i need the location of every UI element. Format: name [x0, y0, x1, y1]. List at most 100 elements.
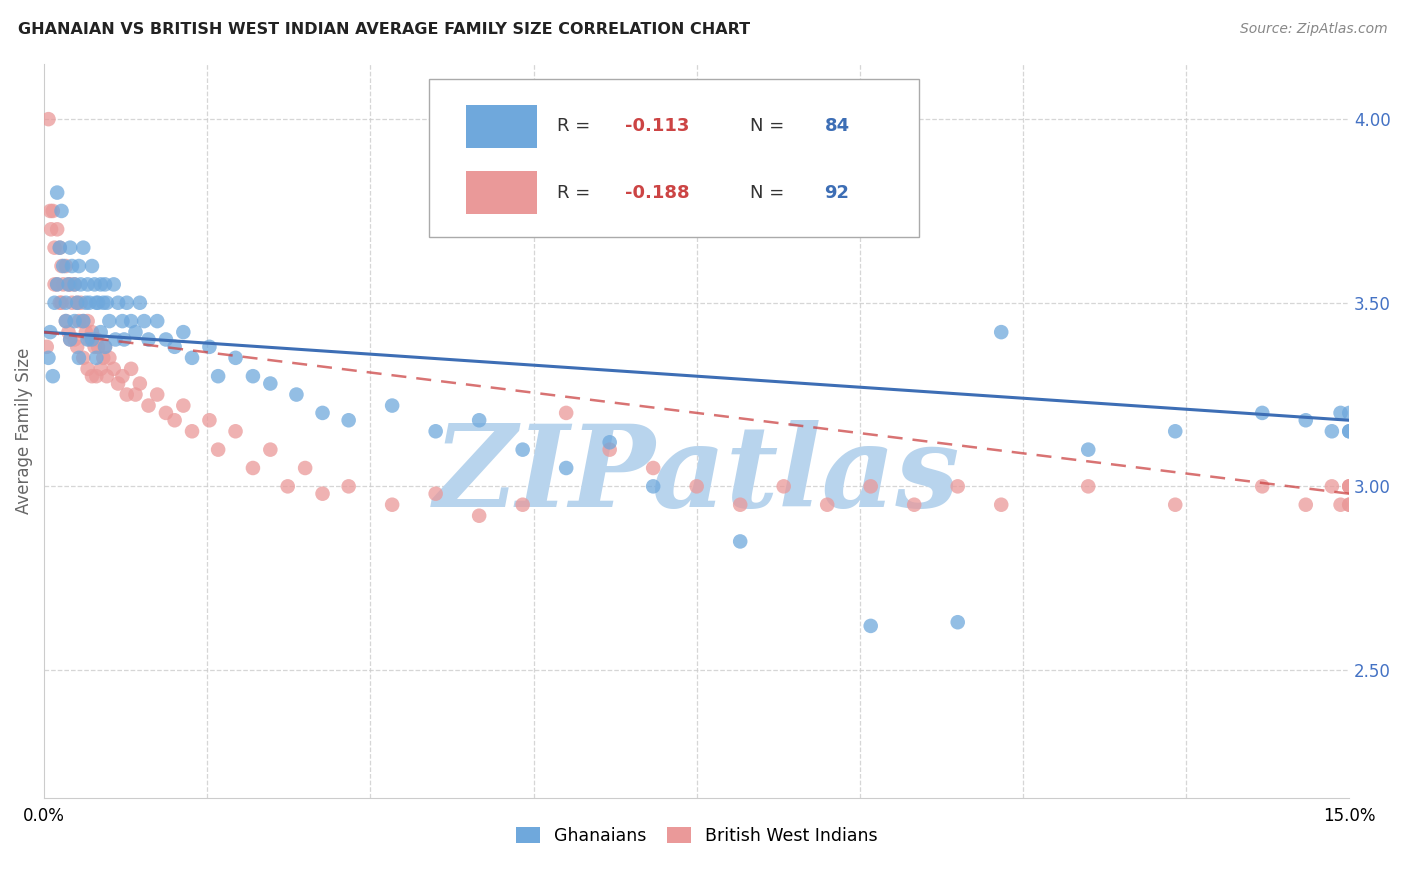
Point — [80, 333, 103, 347]
Bar — [465, 171, 537, 214]
Point — [76, 362, 98, 376]
Point — [1329, 498, 1351, 512]
Point — [90, 362, 112, 376]
Point — [72, 314, 94, 328]
Point — [181, 351, 204, 365]
Point — [859, 619, 882, 633]
Point — [75, 325, 97, 339]
Point — [72, 241, 94, 255]
Point — [55, 314, 77, 328]
Point — [49, 241, 72, 255]
Point — [146, 314, 169, 328]
Point — [772, 479, 794, 493]
Point — [63, 277, 86, 292]
Point — [76, 277, 98, 292]
Point — [39, 222, 62, 236]
Point — [337, 413, 360, 427]
Point — [138, 333, 160, 347]
Point — [52, 259, 75, 273]
Point — [946, 615, 969, 630]
Point — [96, 369, 118, 384]
Point — [134, 314, 156, 328]
Point — [52, 277, 75, 292]
Point — [51, 203, 73, 218]
Point — [76, 333, 98, 347]
Point — [1339, 424, 1361, 438]
Point — [94, 340, 117, 354]
Point — [1339, 498, 1361, 512]
Point — [294, 461, 316, 475]
Point — [49, 241, 72, 255]
Point — [128, 376, 150, 391]
Point — [120, 314, 142, 328]
Point — [44, 241, 66, 255]
Point — [79, 295, 101, 310]
Point — [512, 442, 534, 457]
Point — [728, 498, 751, 512]
Point — [728, 534, 751, 549]
Point — [128, 295, 150, 310]
Point — [66, 295, 89, 310]
Text: Source: ZipAtlas.com: Source: ZipAtlas.com — [1240, 22, 1388, 37]
Point — [381, 498, 404, 512]
Point — [1339, 479, 1361, 493]
Text: N =: N = — [751, 118, 790, 136]
Point — [67, 259, 90, 273]
Point — [1329, 406, 1351, 420]
Point — [1164, 498, 1187, 512]
Point — [87, 340, 110, 354]
Point — [66, 295, 89, 310]
Point — [39, 203, 62, 218]
Point — [138, 399, 160, 413]
Point — [46, 277, 69, 292]
Point — [259, 442, 281, 457]
Point — [242, 461, 264, 475]
Point — [643, 461, 665, 475]
Text: GHANAIAN VS BRITISH WEST INDIAN AVERAGE FAMILY SIZE CORRELATION CHART: GHANAIAN VS BRITISH WEST INDIAN AVERAGE … — [18, 22, 751, 37]
Point — [599, 442, 621, 457]
Point — [555, 406, 578, 420]
Point — [172, 325, 194, 339]
Point — [90, 277, 112, 292]
Point — [337, 479, 360, 493]
Point — [946, 479, 969, 493]
Point — [1339, 406, 1361, 420]
Point — [311, 406, 333, 420]
Point — [69, 277, 91, 292]
Point — [42, 203, 65, 218]
Point — [1295, 413, 1317, 427]
Point — [112, 333, 135, 347]
Point — [115, 387, 138, 401]
Point — [59, 277, 82, 292]
Point — [1077, 479, 1099, 493]
Point — [111, 314, 134, 328]
Point — [277, 479, 299, 493]
Point — [512, 498, 534, 512]
Point — [83, 277, 105, 292]
Point — [46, 186, 69, 200]
Point — [80, 259, 103, 273]
Point — [67, 314, 90, 328]
Point — [225, 424, 247, 438]
Point — [44, 295, 66, 310]
Point — [124, 325, 146, 339]
Point — [468, 508, 491, 523]
Point — [990, 498, 1012, 512]
Point — [39, 325, 62, 339]
Point — [146, 387, 169, 401]
Point — [94, 340, 117, 354]
Point — [285, 387, 308, 401]
Point — [599, 435, 621, 450]
Text: R =: R = — [557, 184, 596, 202]
Point — [104, 333, 127, 347]
Point — [86, 333, 108, 347]
Point — [86, 351, 108, 365]
Point — [859, 479, 882, 493]
Point — [60, 259, 83, 273]
Point — [63, 314, 86, 328]
Point — [381, 399, 404, 413]
Point — [80, 325, 103, 339]
Text: 84: 84 — [824, 118, 849, 136]
Point — [66, 340, 89, 354]
Point — [103, 277, 125, 292]
